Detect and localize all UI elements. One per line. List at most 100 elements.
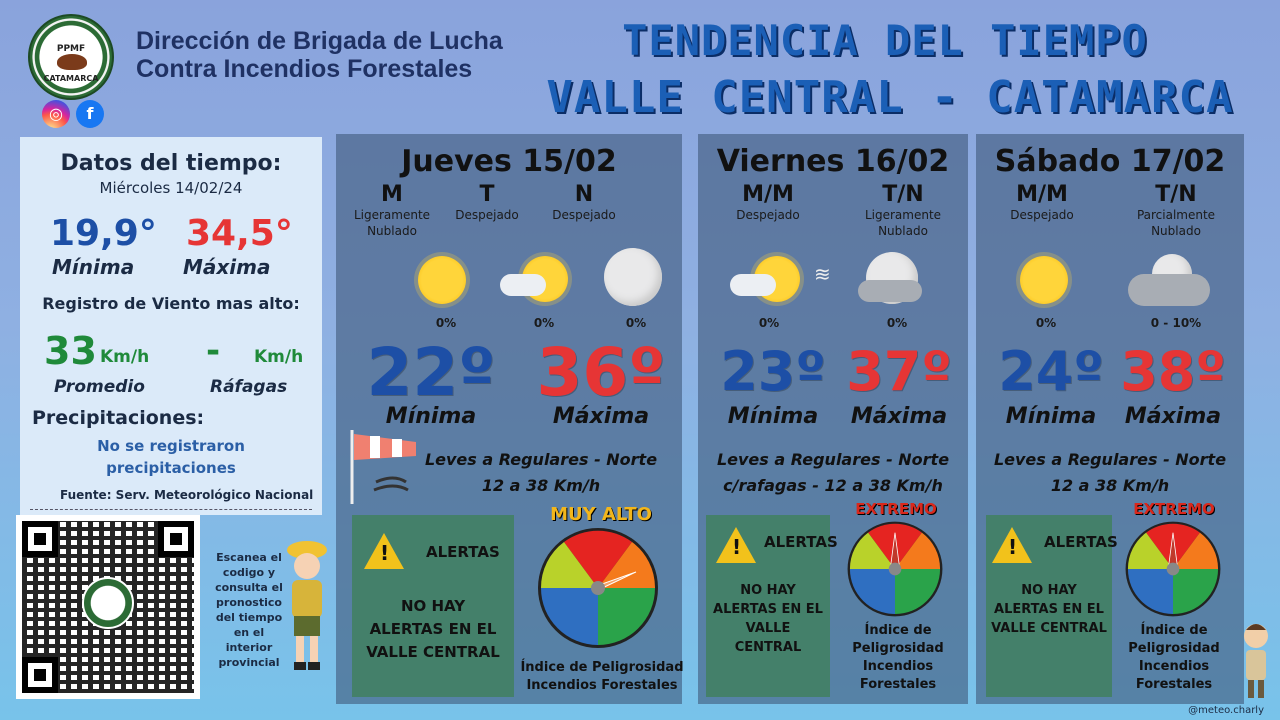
period-night: T/N Ligeramente Nublado <box>848 182 958 239</box>
author-credit: @meteo.charly <box>1188 705 1264 716</box>
gust-value: - <box>206 331 221 371</box>
current-max-label: Máxima <box>183 255 271 279</box>
facebook-icon[interactable]: f <box>76 100 104 128</box>
forecast-day-thursday: Jueves 15/02 M Ligeramente Nublado T Des… <box>336 134 684 704</box>
risk-index-label: Índice de Peligrosidad Incendios Foresta… <box>828 622 968 694</box>
scan-line: del tiempo <box>215 611 283 624</box>
alert-line: VALLE CENTRAL <box>991 621 1107 636</box>
current-heading: Datos del tiempo: <box>60 151 282 176</box>
current-date: Miércoles 14/02/24 <box>99 179 243 197</box>
cloud-icon <box>730 274 776 296</box>
min-label: Mínima <box>1005 404 1097 429</box>
alert-box: ALERTAS NO HAY ALERTAS EN EL VALLE CENTR… <box>352 515 514 697</box>
page-title-line-2: VALLE CENTRAL - CATAMARCA <box>546 72 1234 123</box>
period-code: T/N <box>1155 182 1197 207</box>
wind-forecast: Leves a Regulares - Norte <box>716 450 950 469</box>
gust-unit: Km/h <box>254 347 304 367</box>
period-code: M/M <box>742 182 794 207</box>
warning-icon <box>364 533 404 569</box>
wind-average-value: 33 <box>44 329 97 373</box>
alert-box: ALERTAS NO HAY ALERTAS EN EL VALLE CENTR… <box>986 515 1118 697</box>
wind-forecast: Leves a Regulares - Norte <box>993 450 1227 469</box>
wind-forecast: Leves a Regulares - Norte <box>424 450 658 469</box>
qr-code[interactable] <box>16 515 200 699</box>
period-code: M/M <box>1016 182 1068 207</box>
gust-label: Ráfagas <box>210 377 288 397</box>
wind-speed: 12 a 38 Km/h <box>481 476 601 495</box>
period-night: N Despejado <box>534 182 634 223</box>
period-code: M <box>381 182 403 207</box>
period-desc: Nublado <box>878 224 928 238</box>
max-label: Máxima <box>850 404 948 429</box>
risk-label-line: Índice de <box>1140 623 1208 638</box>
fire-risk-level: EXTREMO <box>1133 500 1215 518</box>
alert-line: NO HAY <box>740 583 796 598</box>
logo-top-text: PPMF <box>56 44 86 54</box>
wind-average-label: Promedio <box>54 377 145 397</box>
current-max-value: 34,5° <box>186 213 293 254</box>
cloud-icon <box>500 274 546 296</box>
ranger-girl-illustration <box>287 541 327 670</box>
period-desc: Despejado <box>455 208 519 222</box>
day-title: Jueves 15/02 <box>401 144 617 179</box>
risk-index-label: Índice de Peligrosidad Incendios Foresta… <box>1104 622 1244 694</box>
scan-line: Escanea el <box>216 551 282 564</box>
current-min-value: 19,9° <box>50 213 157 254</box>
day-title: Viernes 16/02 <box>716 144 950 179</box>
alert-line: NO HAY <box>400 597 466 615</box>
qr-finder <box>22 521 58 557</box>
sun-icon <box>1020 256 1068 304</box>
fire-risk-level: MUY ALTO <box>550 504 652 525</box>
scan-instructions: Escanea el codigo y consulta el pronosti… <box>206 550 292 670</box>
period-afternoon: T Despejado <box>437 182 537 223</box>
alert-line: CENTRAL <box>734 640 802 655</box>
data-source: Fuente: Serv. Meteorológico Nacional <box>60 488 314 502</box>
risk-label-line: Peligrosidad <box>852 641 944 656</box>
alert-box: ALERTAS NO HAY ALERTAS EN EL VALLE CENTR… <box>706 515 838 697</box>
scan-line: provincial <box>218 656 280 669</box>
period-desc: Despejado <box>1010 208 1074 222</box>
forecaster-avatar <box>1244 624 1268 698</box>
alert-title: ALERTAS <box>1044 533 1118 551</box>
precip-line-1: No se registraron <box>97 437 245 455</box>
forecast-day-saturday: Sábado 17/02 M/M Despejado T/N Parcialme… <box>976 134 1244 704</box>
cloud-icon <box>858 280 922 302</box>
min-label: Mínima <box>727 404 819 429</box>
min-temp: 22º <box>366 334 496 411</box>
period-morning: M Ligeramente Nublado <box>337 182 447 239</box>
current-min-label: Mínima <box>52 255 135 279</box>
fire-risk-gauge <box>1125 521 1221 617</box>
scan-line: codigo y <box>222 566 276 579</box>
moon-icon <box>604 248 662 306</box>
page-title-line-1: TENDENCIA DEL TIEMPO <box>622 16 1148 65</box>
period-desc: Parcialmente <box>1136 208 1216 222</box>
qr-finder <box>158 521 194 557</box>
period-desc: Despejado <box>736 208 800 222</box>
condor-icon <box>57 54 87 70</box>
fire-risk-gauge <box>847 521 943 617</box>
alert-title: ALERTAS <box>426 543 500 561</box>
current-weather-panel: Datos del tiempo: Miércoles 14/02/24 19,… <box>20 137 322 515</box>
scan-line: interior <box>225 641 273 654</box>
forecast-day-friday: Viernes 16/02 M/M Despejado T/N Ligerame… <box>698 134 968 704</box>
risk-label-line: Incendios <box>862 659 934 674</box>
period-code: T <box>479 182 495 207</box>
precip-chance: 0% <box>1035 316 1057 330</box>
alert-line: NO HAY <box>1021 583 1077 598</box>
scan-line: en el <box>233 626 265 639</box>
period-morning: M/M Despejado <box>992 182 1092 223</box>
alert-line: ALERTAS EN EL <box>994 602 1104 617</box>
alert-line: ALERTAS EN EL <box>713 602 823 617</box>
scan-line: consulta el <box>215 581 283 594</box>
max-temp: 38º <box>1120 340 1226 403</box>
risk-label-line: Incendios Forestales <box>526 678 678 693</box>
precip-chance: 0% <box>758 316 780 330</box>
precip-chance: 0% <box>886 316 908 330</box>
scan-line: pronostico <box>216 596 282 609</box>
warning-icon <box>716 527 756 563</box>
max-temp: 37º <box>846 340 952 403</box>
period-desc: Ligeramente <box>864 208 942 222</box>
wind-heading: Registro de Viento mas alto: <box>42 294 300 313</box>
instagram-icon[interactable]: ◎ <box>42 100 70 128</box>
alert-text: NO HAY ALERTAS EN EL VALLE CENTRAL <box>706 581 830 657</box>
